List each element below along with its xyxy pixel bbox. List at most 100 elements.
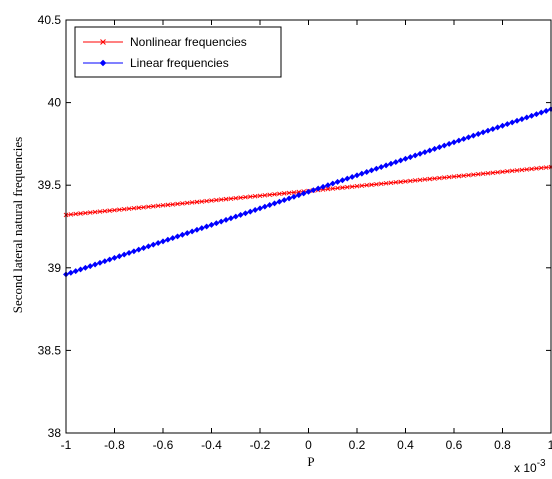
series-point-0-75 — [427, 176, 433, 182]
series-point-1-2 — [72, 268, 79, 275]
series-point-0-87 — [485, 170, 491, 176]
series-point-1-35 — [232, 213, 239, 220]
series-point-1-71 — [407, 154, 414, 161]
series-point-0-55 — [330, 186, 336, 191]
axes-layer: -1 -0.8 -0.6 -0.4 -0.2 0 0.2 0.4 0.6 0.8 1 38 38.5 39… — [38, 13, 552, 452]
series-point-0-47 — [291, 190, 297, 195]
series-point-0-57 — [340, 185, 345, 190]
series-point-0-68 — [393, 180, 399, 185]
series-point-1-65 — [378, 164, 385, 170]
series-point-0-62 — [364, 182, 370, 188]
series-point-0-13 — [126, 206, 132, 212]
series-point-1-6 — [92, 261, 99, 268]
series-point-0-48 — [296, 189, 302, 195]
series-point-1-59 — [349, 173, 356, 180]
series-point-1-67 — [387, 160, 394, 167]
series-point-1-82 — [460, 135, 467, 142]
series-point-0-65 — [378, 181, 384, 187]
x-exponent-power: -3 — [537, 458, 546, 469]
series-point-0-23 — [175, 201, 180, 207]
series-point-1-19 — [155, 240, 162, 246]
series-point-1-40 — [257, 205, 263, 212]
series-point-0-21 — [165, 202, 171, 208]
series-point-1-16 — [140, 245, 147, 251]
series-point-0-81 — [456, 173, 462, 179]
series-point-0-39 — [252, 193, 258, 199]
series-point-0-72 — [412, 178, 418, 183]
series-point-0-26 — [189, 200, 195, 205]
series-point-0-94 — [519, 167, 525, 173]
series-point-0-85 — [475, 171, 481, 177]
series-point-0-96 — [529, 166, 534, 172]
series-point-0-6 — [92, 209, 98, 215]
series-point-1-61 — [358, 170, 365, 177]
series-point-1-5 — [87, 263, 94, 270]
series-point-1-39 — [252, 207, 259, 213]
series-point-0-33 — [223, 196, 229, 202]
series-point-1-31 — [213, 220, 220, 227]
series-point-1-3 — [77, 266, 84, 273]
series-point-1-68 — [392, 159, 399, 166]
x-tick-label-8: 0.6 — [446, 438, 463, 452]
series-point-1-20 — [160, 238, 166, 245]
y-tick-label-2: 39 — [48, 261, 62, 275]
series-point-0-95 — [524, 167, 530, 172]
series-point-1-32 — [218, 218, 225, 225]
series-point-1-8 — [101, 258, 108, 265]
series-point-1-62 — [363, 169, 370, 175]
series-point-1-7 — [96, 259, 103, 266]
series-point-1-10 — [111, 254, 118, 261]
series-point-0-88 — [490, 170, 496, 176]
series-point-0-83 — [466, 172, 471, 178]
series-point-0-76 — [432, 176, 437, 181]
series-point-0-92 — [509, 168, 515, 174]
series-point-1-1 — [67, 269, 74, 276]
legend-marker-0 — [100, 39, 106, 45]
series-point-0-34 — [228, 196, 234, 201]
series-point-1-30 — [208, 221, 215, 228]
series-point-1-57 — [339, 177, 346, 184]
x-tick-label-4: -0.2 — [250, 438, 271, 452]
series-point-1-46 — [286, 195, 293, 202]
series-point-1-90 — [499, 122, 506, 129]
series-point-1-23 — [174, 233, 181, 240]
x-tick-label-2: -0.6 — [153, 438, 174, 452]
series-point-0-90 — [500, 169, 505, 175]
x-axis-label: P — [307, 454, 314, 469]
series-point-1-85 — [475, 131, 482, 137]
y-axis-label: Second lateral natural frequencies — [10, 137, 25, 314]
series-point-1-98 — [538, 109, 545, 116]
series-point-0-5 — [87, 210, 93, 215]
series-point-0-29 — [204, 198, 209, 204]
series-point-1-25 — [184, 230, 191, 237]
series-point-1-27 — [193, 226, 200, 233]
series-point-1-77 — [436, 144, 443, 151]
series-point-0-28 — [199, 199, 205, 204]
series-point-0-19 — [155, 203, 161, 209]
x-tick-label-9: 0.8 — [494, 438, 511, 452]
series-point-1-81 — [455, 137, 462, 144]
series-point-1-13 — [126, 249, 133, 256]
series-point-0-7 — [97, 209, 103, 214]
series-layer — [63, 106, 552, 278]
series-point-1-84 — [470, 132, 477, 139]
series-point-0-18 — [150, 203, 156, 209]
series-point-0-58 — [344, 184, 350, 190]
series-point-1-21 — [164, 236, 171, 243]
series-point-0-20 — [160, 203, 166, 208]
series-point-0-91 — [505, 169, 510, 174]
series-point-1-70 — [402, 155, 409, 162]
series-point-0-97 — [534, 166, 539, 171]
series-point-1-76 — [431, 145, 438, 152]
series-point-0-3 — [78, 211, 83, 216]
series-point-0-14 — [131, 205, 137, 211]
series-point-0-2 — [73, 211, 79, 217]
series-point-0-31 — [214, 197, 219, 203]
series-point-1-93 — [514, 117, 521, 124]
series-point-1-51 — [310, 187, 317, 194]
series-point-0-1 — [68, 212, 74, 217]
series-1 — [63, 106, 552, 278]
series-point-1-55 — [329, 180, 336, 187]
x-tick-label-7: 0.4 — [397, 438, 414, 452]
series-point-1-56 — [334, 178, 341, 185]
